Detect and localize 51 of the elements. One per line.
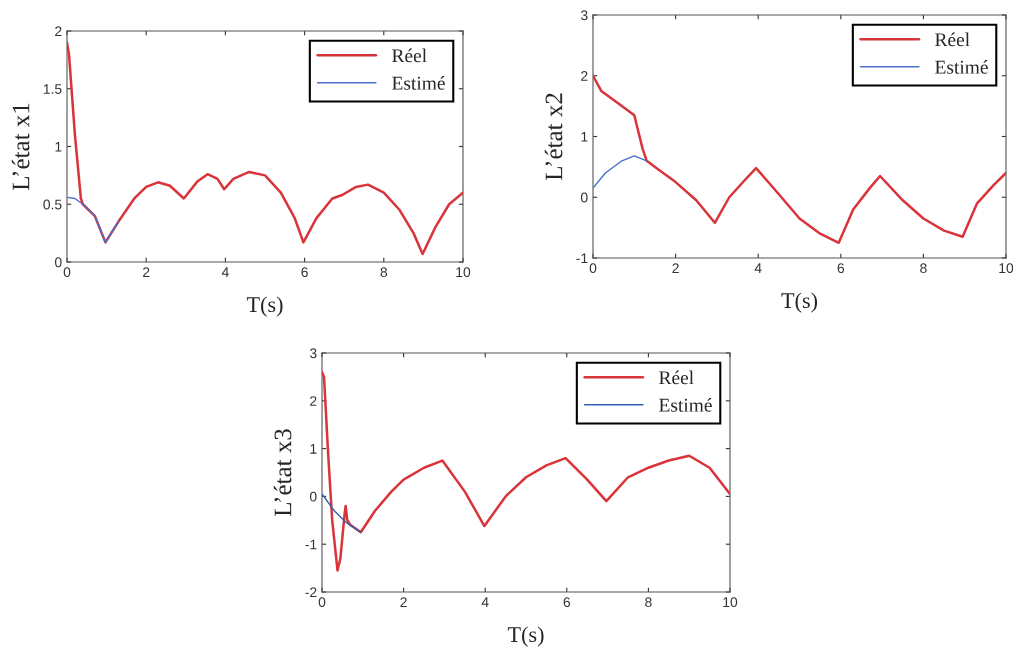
y-tick-label: -1 [576, 253, 588, 264]
y-tick-label: 1 [581, 131, 588, 142]
legend-label: Estimé [659, 398, 712, 412]
y-tick-label: 2 [310, 396, 317, 406]
y-tick-label: 3 [309, 348, 317, 359]
x-tick-label: 6 [837, 263, 845, 274]
x-tick-label: 8 [645, 597, 652, 608]
x-axis-title: T(s) [246, 296, 283, 317]
y-axis-title: L’état x3 [273, 429, 292, 517]
line-series [593, 74, 1006, 245]
x-tick-label: 0 [318, 597, 326, 608]
y-tick-label: 0 [309, 491, 317, 502]
y-tick-label: 1 [55, 141, 62, 152]
legend-label: Estimé [392, 76, 445, 90]
y-tick-label: 3 [580, 10, 588, 21]
line-series [67, 196, 120, 244]
x-tick-label: 4 [754, 263, 762, 273]
y-tick-label: 1.5 [43, 84, 62, 94]
x-axis-title: T(s) [507, 626, 544, 647]
line-series [322, 493, 362, 533]
y-axis-title: L’état x1 [11, 103, 30, 191]
x-tick-label: 2 [400, 597, 407, 607]
y-tick-label: 1 [310, 444, 317, 454]
x-tick-label: 2 [143, 267, 150, 277]
x-tick-label: 8 [380, 267, 388, 278]
legend-label: Estimé [935, 60, 988, 74]
y-tick-label: 2 [581, 71, 588, 81]
x-tick-label: 4 [221, 267, 229, 277]
x-tick-label: 4 [481, 597, 489, 607]
y-tick-label: -1 [305, 539, 317, 550]
legend-label: Réel [392, 48, 427, 63]
legend-label: Réel [935, 32, 970, 47]
x-tick-label: 10 [456, 267, 471, 278]
x-tick-label: 0 [589, 263, 597, 274]
y-tick-label: 0.5 [43, 199, 62, 210]
x-tick-label: 10 [723, 597, 738, 608]
line-series [593, 155, 648, 189]
x-tick-label: 2 [672, 263, 679, 273]
x-tick-label: 0 [63, 267, 71, 278]
y-tick-label: 0 [580, 192, 588, 203]
x-tick-label: 8 [920, 263, 927, 274]
y-tick-label: 2 [55, 26, 62, 37]
x-tick-label: 10 [999, 263, 1013, 274]
x-tick-label: 6 [563, 597, 571, 608]
line-series [322, 370, 730, 572]
y-tick-label: -2 [305, 587, 317, 598]
line-series [67, 41, 463, 256]
x-axis-title: T(s) [781, 292, 818, 313]
y-axis-title: L’état x2 [544, 93, 563, 181]
x-tick-label: 6 [301, 267, 308, 278]
legend-label: Réel [659, 370, 694, 385]
